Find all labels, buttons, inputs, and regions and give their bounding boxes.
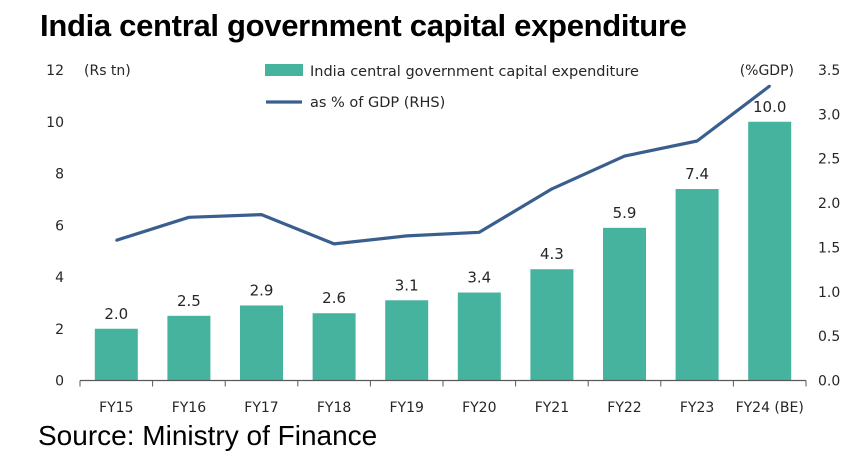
x-tick-label: FY22	[607, 400, 641, 416]
left-tick-label: 6	[55, 218, 64, 234]
right-tick-label: 0.5	[818, 329, 840, 345]
x-tick-label: FY24 (BE)	[736, 400, 804, 416]
bar-value-label: 2.0	[104, 305, 128, 323]
bar	[530, 269, 574, 381]
line-point	[115, 239, 118, 242]
bar-value-label: 7.4	[685, 165, 709, 183]
x-tick-label: FY16	[172, 400, 207, 416]
gdp-share-line	[115, 84, 771, 246]
x-tick-label: FY21	[535, 400, 569, 416]
left-tick-label: 12	[46, 63, 64, 79]
line-point	[768, 84, 771, 88]
left-tick-label: 4	[55, 270, 64, 286]
bar	[603, 227, 646, 381]
x-tick-label: FY20	[462, 400, 496, 416]
line-point	[332, 242, 336, 246]
line-point	[623, 154, 626, 158]
line-point	[260, 213, 263, 216]
bar	[385, 300, 429, 381]
x-tick-label: FY15	[99, 400, 133, 416]
line-point	[405, 234, 408, 238]
right-tick-label: 2.5	[818, 152, 840, 168]
bar-value-label: 10.0	[753, 98, 786, 116]
left-axis-unit: (Rs tn)	[84, 63, 131, 79]
legend-line-label: as % of GDP (RHS)	[310, 95, 445, 111]
right-tick-label: 3.0	[818, 107, 840, 123]
bar-value-label: 2.9	[250, 281, 274, 299]
line-point	[187, 216, 191, 219]
right-axis-unit: (%GDP)	[740, 63, 794, 79]
bar	[675, 189, 719, 381]
bar-value-label: 2.6	[322, 289, 346, 307]
chart-title: India central government capital expendi…	[40, 8, 687, 43]
bar	[312, 313, 356, 381]
source-note: Source: Ministry of Finance	[38, 420, 378, 451]
bar-value-label: 4.3	[540, 245, 564, 263]
right-tick-label: 2.0	[818, 196, 840, 212]
left-tick-label: 0	[55, 374, 64, 390]
line-point	[550, 187, 554, 191]
bar	[240, 305, 283, 381]
bar	[167, 315, 211, 381]
right-tick-label: 0.0	[818, 374, 840, 390]
x-tick-label: FY19	[389, 400, 423, 416]
bar-value-label: 5.9	[613, 204, 637, 222]
x-tick-label: FY17	[244, 400, 278, 416]
right-tick-label: 3.5	[818, 63, 840, 79]
right-tick-label: 1.5	[818, 240, 840, 256]
left-tick-label: 8	[55, 167, 64, 183]
bar	[748, 121, 792, 381]
right-tick-label: 1.0	[818, 285, 840, 301]
bar-value-label: 3.4	[467, 269, 491, 287]
bar-value-label: 3.1	[395, 276, 419, 294]
line-point	[478, 231, 481, 234]
x-tick-label: FY23	[680, 400, 714, 416]
left-tick-label: 2	[55, 322, 64, 338]
bar	[457, 292, 501, 381]
legend-bar-swatch	[265, 64, 303, 76]
left-tick-label: 10	[46, 115, 64, 131]
bar-value-label: 2.5	[177, 292, 201, 310]
line-point	[695, 139, 699, 143]
legend-bar-label: India central government capital expendi…	[310, 64, 639, 80]
bar	[94, 328, 138, 381]
x-tick-label: FY18	[317, 400, 351, 416]
